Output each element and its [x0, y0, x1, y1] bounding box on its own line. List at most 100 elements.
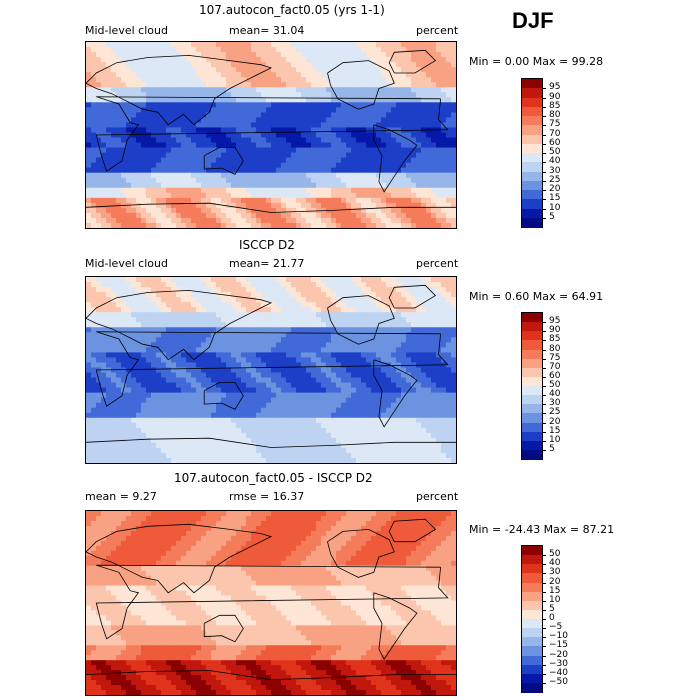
map-cell [426, 42, 432, 48]
map-cell [261, 132, 267, 139]
map-cell [256, 157, 262, 164]
map-cell [396, 332, 402, 338]
map-cell [151, 137, 157, 144]
map-cell [176, 207, 182, 214]
map-cell [341, 337, 347, 343]
map-cell [411, 357, 417, 364]
map-cell [131, 92, 137, 98]
map-cell [181, 372, 187, 379]
map-cell [181, 382, 187, 389]
map-cell [411, 387, 417, 394]
map-cell [381, 417, 387, 424]
map-cell [351, 112, 357, 119]
map-cell [236, 162, 242, 169]
map-cell [436, 217, 442, 224]
map-cell [136, 192, 142, 199]
map-cell [286, 352, 292, 359]
map-cell [416, 97, 422, 103]
map-cell [356, 312, 362, 318]
map-cell [351, 197, 357, 204]
map-cell [136, 197, 142, 204]
map-cell [261, 407, 267, 414]
map-cell [246, 347, 252, 354]
map-cell [156, 62, 162, 68]
map-cell [91, 187, 97, 194]
map-cell [201, 347, 207, 354]
map-cell [206, 52, 212, 58]
map-cell [106, 352, 112, 359]
map-cell [421, 117, 427, 124]
map-cell [386, 187, 392, 194]
map-cell [116, 47, 122, 53]
map-cell [186, 217, 192, 224]
map-cell [111, 87, 117, 93]
map-cell [211, 182, 217, 189]
map-cell [141, 42, 147, 48]
map-cell [361, 52, 367, 58]
map-cell [351, 312, 357, 318]
map-cell [431, 372, 437, 379]
map-cell [256, 372, 262, 379]
map-cell [166, 127, 172, 134]
map-cell [306, 297, 312, 303]
map-cell [101, 92, 107, 98]
map-cell [421, 142, 427, 149]
map-cell [436, 187, 442, 194]
map-cell [156, 147, 162, 154]
map-cell [311, 297, 317, 303]
map-cell [146, 177, 152, 184]
map-cell [371, 82, 377, 88]
map-cell [256, 187, 262, 194]
map-cell [181, 367, 187, 374]
colorbar-swatch [522, 190, 542, 200]
map-cell [441, 292, 447, 298]
map-cell [401, 147, 407, 154]
map-cell [91, 392, 97, 399]
map-cell [361, 42, 367, 48]
map-cell [316, 142, 322, 149]
map-cell [366, 287, 372, 293]
map-cell [211, 387, 217, 394]
map-cell [186, 67, 192, 73]
colorbar-swatch [522, 171, 542, 182]
map-cell [351, 97, 357, 103]
colorbar-swatch [522, 180, 542, 191]
map-cell [121, 207, 127, 214]
map-cell [246, 132, 252, 139]
map-cell [416, 377, 422, 384]
map-cell [341, 407, 347, 414]
map-cell [291, 67, 297, 73]
map-cell [311, 117, 317, 124]
map-cell [211, 187, 217, 194]
map-cell [351, 382, 357, 389]
map-cell [351, 212, 357, 219]
map-cell [276, 292, 282, 298]
colorbar-tick-label: 95 [549, 82, 561, 93]
map-cell [291, 297, 297, 303]
map-cell [421, 157, 427, 164]
map-cell [231, 167, 237, 174]
map-cell [236, 367, 242, 374]
map-cell [321, 317, 327, 323]
map-cell [226, 122, 232, 129]
map-cell [181, 97, 187, 103]
map-cell [231, 397, 237, 404]
map-cell [221, 207, 227, 214]
map-cell [221, 72, 227, 78]
map-cell [316, 347, 322, 354]
map-cell [106, 217, 112, 224]
map-cell [406, 277, 412, 283]
map-cell [396, 377, 402, 384]
map-cell [246, 62, 252, 68]
map-cell [161, 167, 167, 174]
map-cell [196, 372, 202, 379]
map-cell [211, 62, 217, 68]
map-cell [411, 87, 417, 93]
map-cell [141, 112, 147, 119]
map-cell [131, 382, 137, 389]
map-cell [361, 217, 367, 224]
map-cell [146, 52, 152, 58]
map-cell [301, 282, 307, 288]
map-cell [121, 127, 127, 134]
map-cell [341, 62, 347, 68]
